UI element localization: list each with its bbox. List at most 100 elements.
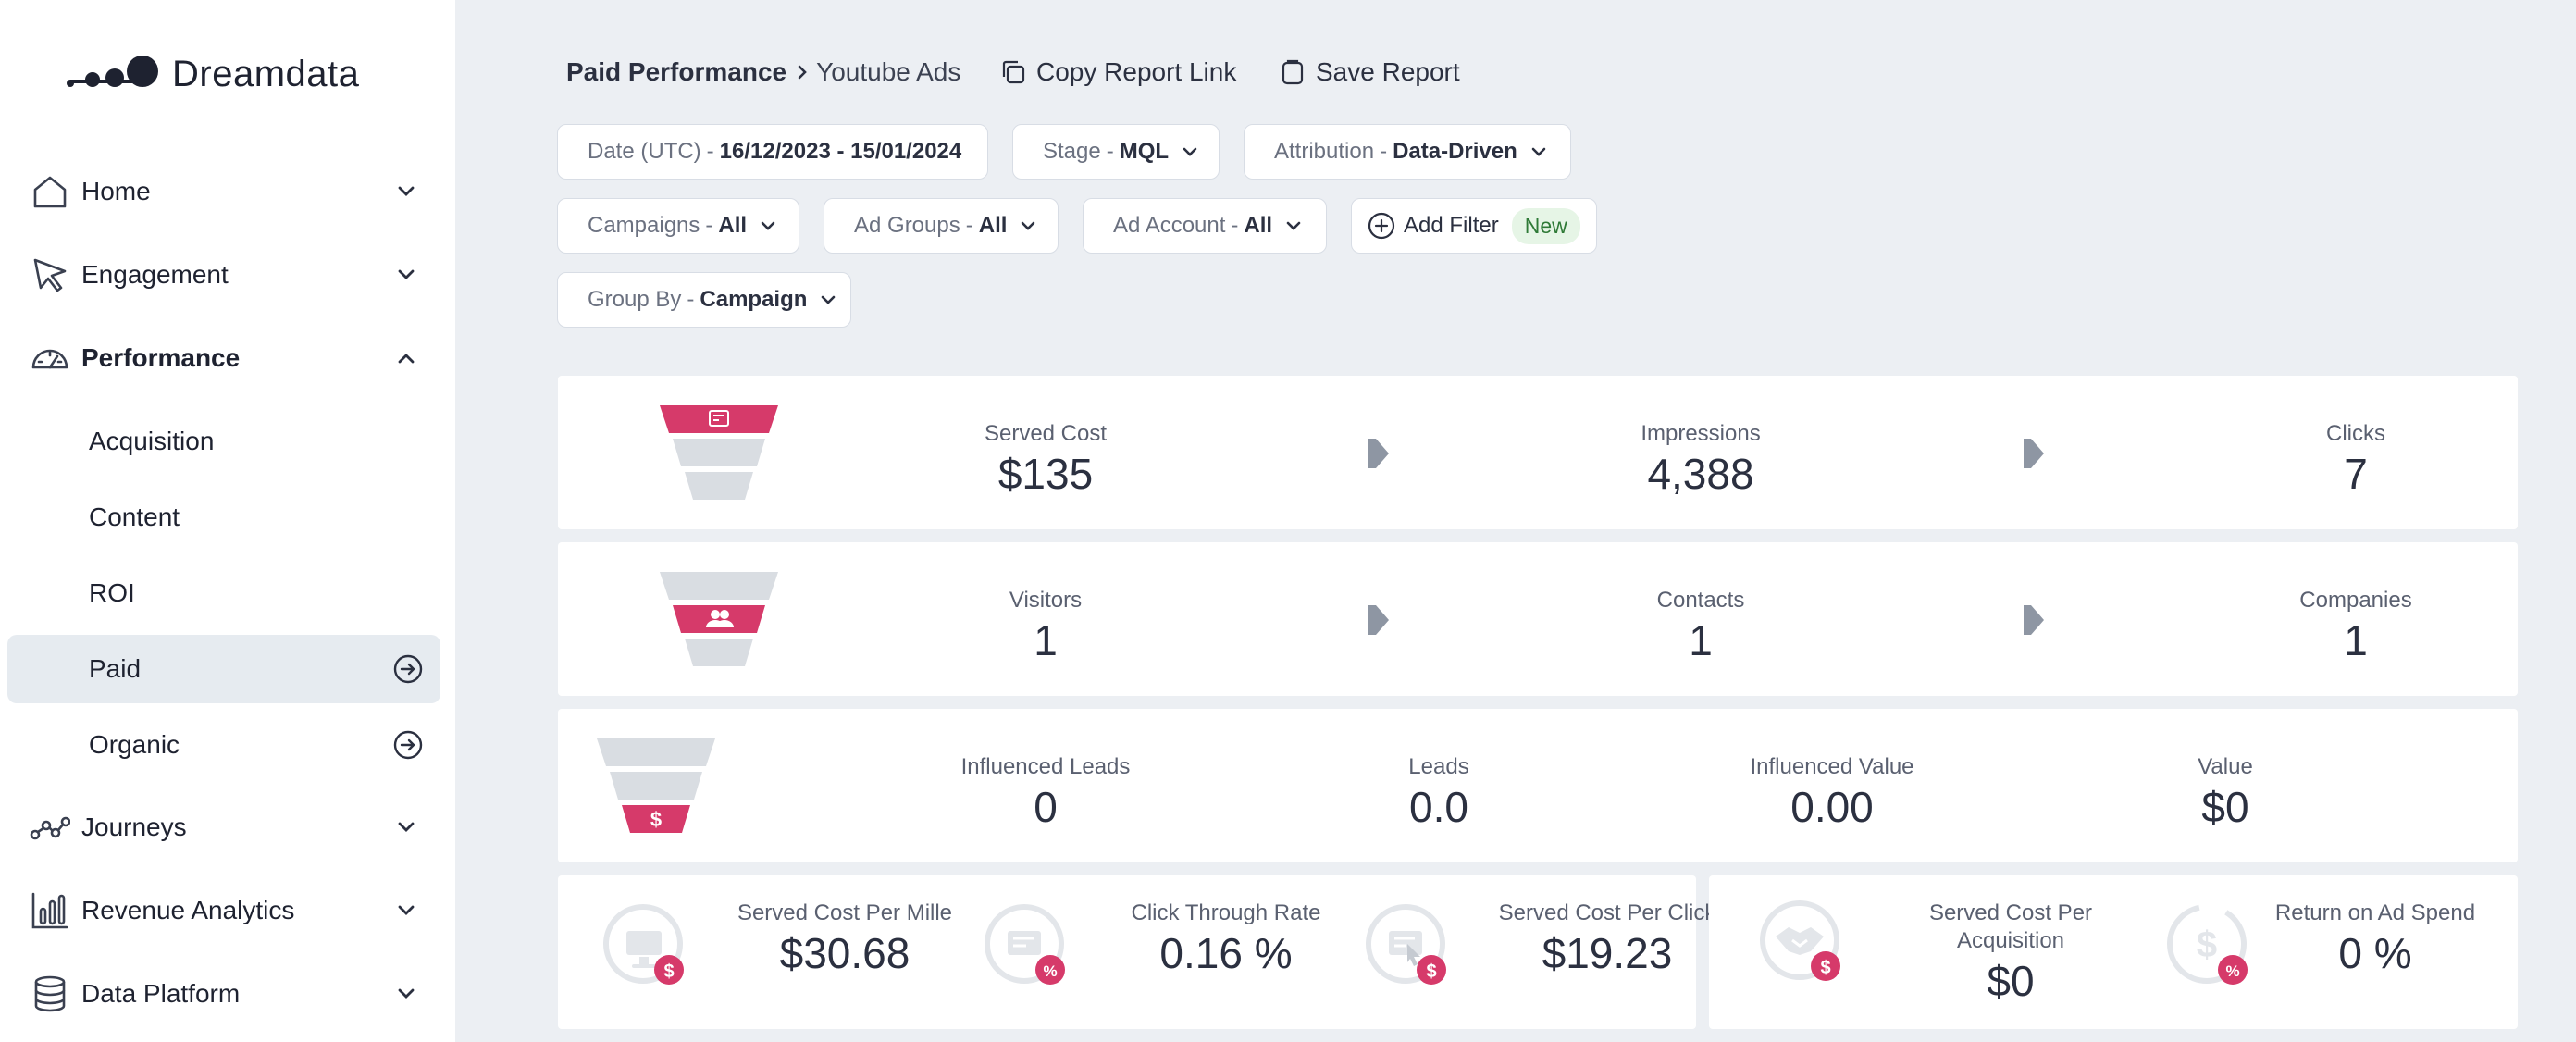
- plus-circle-icon: [1368, 212, 1395, 240]
- chevron-down-icon: [398, 186, 415, 196]
- sidebar-item-performance[interactable]: Performance: [7, 324, 440, 392]
- add-filter-label: Add Filter: [1404, 213, 1499, 238]
- metric-label: Served Cost: [984, 421, 1108, 446]
- kpi-value: $30.68: [779, 929, 910, 977]
- arrow-circle-right-icon[interactable]: [392, 653, 424, 685]
- metric-value: 7: [2344, 450, 2368, 498]
- save-report-button[interactable]: Save Report: [1279, 57, 1460, 87]
- metric-value: 0.0: [1409, 783, 1468, 831]
- attribution-filter[interactable]: Attribution - Data-Driven: [1244, 124, 1571, 180]
- sidebar-subitem-content[interactable]: Content: [7, 483, 440, 552]
- sidebar-subitem-paid[interactable]: Paid: [7, 635, 440, 703]
- metric-value: 0.00: [1790, 783, 1874, 831]
- metric-value: 1: [1689, 616, 1713, 664]
- svg-text:$: $: [1820, 958, 1830, 978]
- funnel-ads-icon: [660, 405, 778, 500]
- sidebar-item-journeys[interactable]: Journeys: [7, 793, 440, 862]
- add-filter-button[interactable]: Add Filter New: [1351, 198, 1597, 254]
- svg-text:$: $: [1426, 961, 1436, 982]
- sidebar-subitem-organic[interactable]: Organic: [7, 711, 440, 779]
- filter-separator: -: [687, 287, 695, 312]
- kpi-return-on-ad-spend: Return on Ad Spend 0 %: [2260, 899, 2491, 979]
- chevron-down-icon: [398, 822, 415, 832]
- date-filter[interactable]: Date (UTC) - 16/12/2023 - 15/01/2024: [557, 124, 988, 180]
- chevron-down-icon: [1531, 147, 1546, 156]
- sidebar-item-revenue-analytics[interactable]: Revenue Analytics: [7, 876, 440, 945]
- sidebar-subitem-roi[interactable]: ROI: [7, 559, 440, 627]
- svg-text:$: $: [650, 808, 662, 831]
- chevron-down-icon: [398, 988, 415, 999]
- funnel-revenue-icon: $: [597, 738, 715, 833]
- svg-text:$: $: [663, 961, 674, 982]
- logo-icon: [67, 56, 158, 87]
- filter-key: Stage: [1043, 139, 1101, 164]
- filter-value: All: [1244, 213, 1273, 238]
- arrow-right-icon: [2024, 605, 2044, 635]
- kpi-label: Served Cost Per Acquisition: [1928, 900, 2093, 953]
- filter-value: Campaign: [700, 287, 808, 312]
- metric-companies: Companies 1: [2235, 587, 2476, 666]
- filter-separator: -: [1380, 139, 1388, 164]
- cost-kpi-card: $ Served Cost Per Mille $30.68 % Click T…: [558, 875, 1715, 1029]
- ad-click-dollar-icon: $: [1366, 904, 1446, 985]
- sidebar-item-label: Revenue Analytics: [81, 896, 295, 924]
- filter-value: All: [718, 213, 748, 238]
- kpi-label: Served Cost Per Mille: [737, 900, 953, 925]
- metric-impressions: Impressions 4,388: [1580, 420, 1821, 500]
- metric-label: Influenced Leads: [960, 754, 1131, 779]
- new-badge: New: [1511, 207, 1580, 244]
- sidebar-item-data-platform[interactable]: Data Platform: [7, 960, 440, 1028]
- filter-key: Campaigns: [588, 213, 700, 238]
- audience-funnel-card: Visitors 1 Contacts 1 Companies 1: [558, 542, 2518, 696]
- breadcrumb-parent-link[interactable]: Paid Performance: [566, 57, 787, 86]
- filter-key: Date (UTC): [588, 139, 701, 164]
- metric-label: Clicks: [2326, 421, 2385, 446]
- journey-icon: [30, 816, 70, 840]
- filter-separator: -: [965, 213, 973, 238]
- ad-groups-filter[interactable]: Ad Groups - All: [824, 198, 1059, 254]
- filter-separator: -: [1231, 213, 1239, 238]
- funnel-audience-icon: [660, 572, 778, 666]
- chevron-down-icon: [1022, 221, 1035, 230]
- metric-contacts: Contacts 1: [1580, 587, 1821, 666]
- kpi-label: Click Through Rate: [1131, 900, 1321, 925]
- stage-filter[interactable]: Stage - MQL: [1012, 124, 1220, 180]
- metric-influenced-value: Influenced Value 0.00: [1712, 753, 1952, 833]
- breadcrumb: Paid Performance Youtube Ads: [566, 57, 960, 87]
- filter-separator: -: [706, 139, 714, 164]
- breadcrumb-current: Youtube Ads: [816, 57, 961, 86]
- metric-label: Companies: [2299, 588, 2412, 613]
- sidebar-subitem-acquisition[interactable]: Acquisition: [7, 407, 440, 476]
- database-icon: [34, 975, 66, 1012]
- metric-value: Value $0: [2105, 753, 2346, 833]
- metric-value: 0: [1034, 783, 1058, 831]
- sidebar-subitem-label: Paid: [89, 654, 142, 683]
- chevron-down-icon: [822, 295, 836, 304]
- sidebar-subitem-label: Content: [89, 502, 180, 531]
- copy-report-link-label: Copy Report Link: [1036, 57, 1237, 86]
- campaigns-filter[interactable]: Campaigns - All: [557, 198, 799, 254]
- brand-logo[interactable]: Dreamdata: [65, 48, 359, 100]
- metric-label: Value: [2198, 754, 2253, 779]
- metric-label: Influenced Value: [1750, 754, 1914, 779]
- arrow-circle-right-icon[interactable]: [392, 729, 424, 761]
- copy-report-link-button[interactable]: Copy Report Link: [999, 57, 1236, 87]
- kpi-label: Return on Ad Spend: [2274, 900, 2476, 925]
- filter-value: 16/12/2023 - 15/01/2024: [719, 139, 962, 164]
- arrow-right-icon: [1368, 439, 1389, 468]
- ad-account-filter[interactable]: Ad Account - All: [1083, 198, 1327, 254]
- filter-separator: -: [705, 213, 713, 238]
- metric-clicks: Clicks 7: [2235, 420, 2476, 500]
- sidebar-item-home[interactable]: Home: [7, 157, 440, 226]
- monitor-dollar-icon: $: [603, 904, 684, 985]
- cursor-icon: [33, 258, 67, 292]
- chevron-down-icon: [1183, 147, 1197, 156]
- sidebar-item-engagement[interactable]: Engagement: [7, 241, 440, 309]
- filter-value: MQL: [1119, 139, 1170, 164]
- group-by-filter[interactable]: Group By - Campaign: [557, 272, 851, 328]
- metric-value: $135: [997, 450, 1094, 498]
- sidebar-subitem-label: Organic: [89, 730, 180, 759]
- metric-influenced-leads: Influenced Leads 0: [925, 753, 1166, 833]
- metric-value: $0: [2201, 783, 2249, 831]
- chevron-down-icon: [398, 269, 415, 279]
